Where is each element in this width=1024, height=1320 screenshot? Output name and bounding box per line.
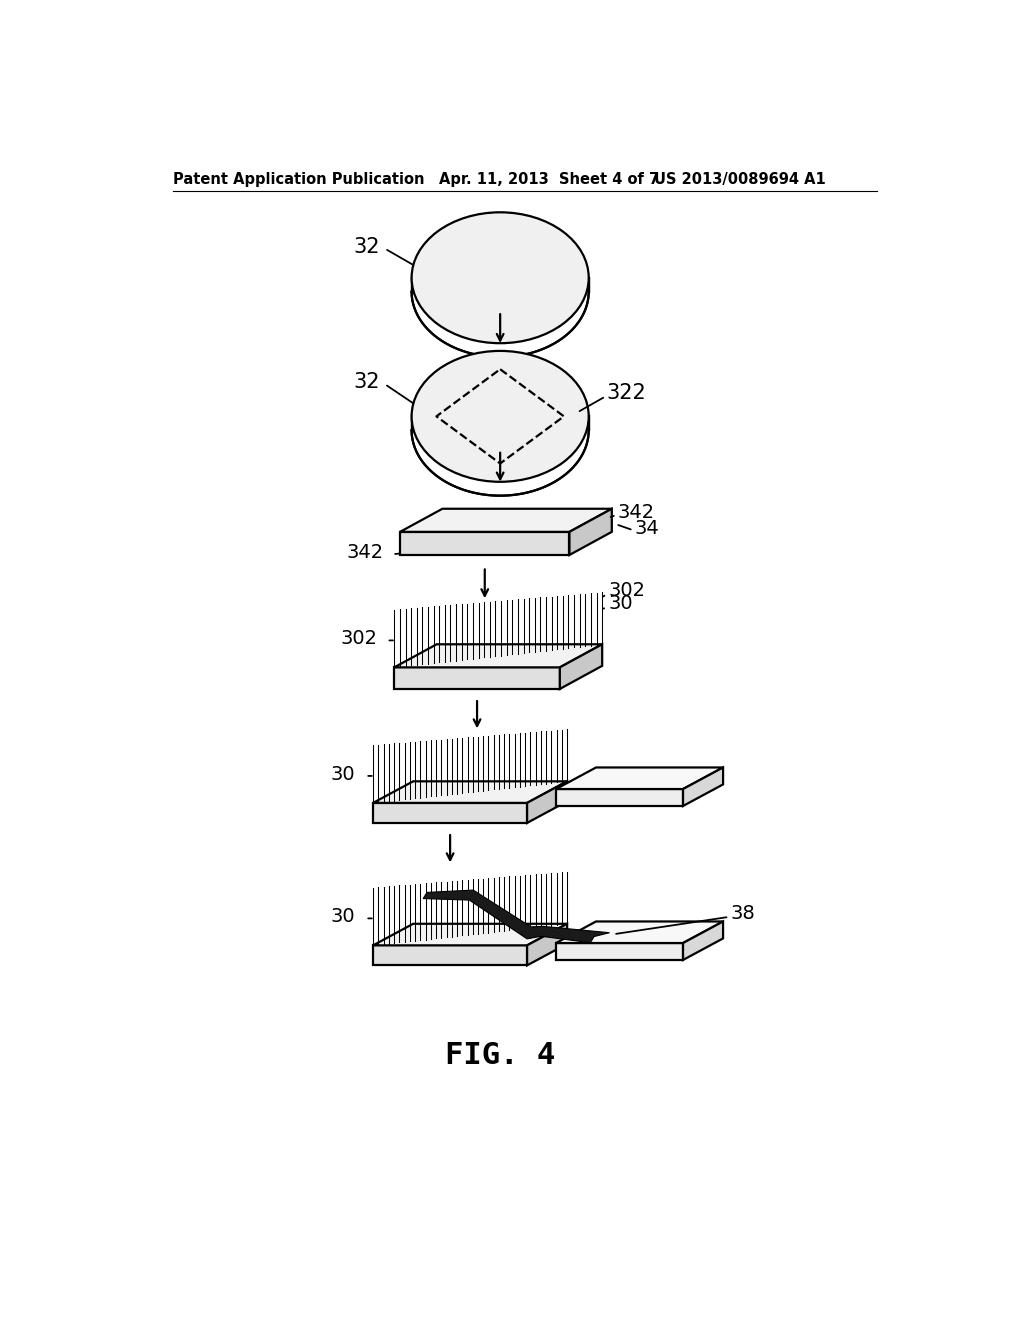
Polygon shape [527,781,567,822]
Text: 32: 32 [354,372,380,392]
Polygon shape [394,668,560,689]
Polygon shape [373,945,527,965]
Polygon shape [556,789,683,807]
Text: 30: 30 [331,907,355,927]
Polygon shape [683,921,723,960]
Polygon shape [560,644,602,689]
Polygon shape [373,803,527,822]
Polygon shape [569,508,611,554]
Text: 38: 38 [731,904,756,923]
Text: US 2013/0089694 A1: US 2013/0089694 A1 [654,172,826,186]
Polygon shape [556,921,723,942]
Ellipse shape [412,213,589,343]
Ellipse shape [412,351,589,482]
Polygon shape [527,924,567,965]
Polygon shape [373,924,567,945]
Polygon shape [394,644,602,668]
Text: 322: 322 [606,383,646,403]
Text: Apr. 11, 2013  Sheet 4 of 7: Apr. 11, 2013 Sheet 4 of 7 [438,172,658,186]
Text: 302: 302 [608,581,645,599]
Text: 302: 302 [340,630,378,648]
Polygon shape [556,767,723,789]
Text: Patent Application Publication: Patent Application Publication [173,172,424,186]
Text: 30: 30 [608,594,633,612]
Text: 30: 30 [331,764,355,784]
Text: 342: 342 [617,503,655,523]
Text: 34: 34 [635,519,659,537]
Polygon shape [556,942,683,960]
Text: FIG. 4: FIG. 4 [445,1041,555,1071]
Polygon shape [373,781,567,803]
Polygon shape [683,767,723,807]
Polygon shape [423,890,609,942]
Polygon shape [412,416,589,430]
Polygon shape [412,277,589,292]
Text: 32: 32 [354,238,380,257]
Polygon shape [400,508,611,532]
Text: 342: 342 [346,543,383,562]
Polygon shape [400,532,569,554]
